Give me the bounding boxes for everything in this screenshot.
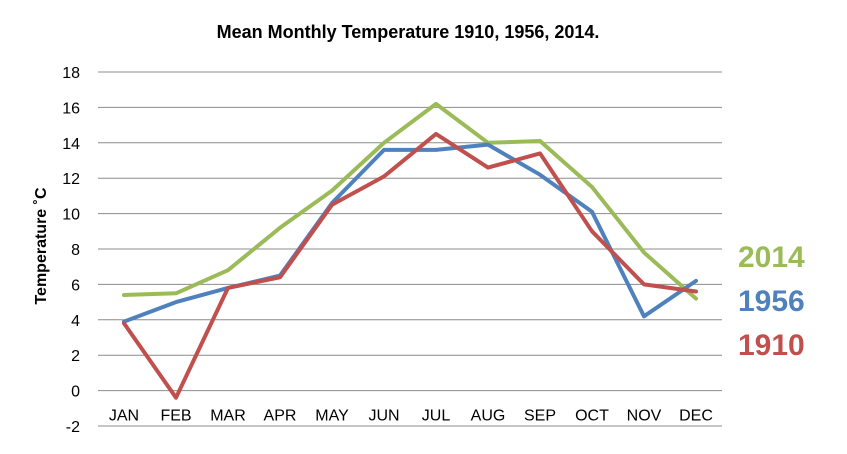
data-point-1910 [382,174,386,178]
y-axis-label: Temperature ˚C [33,187,50,305]
data-point-1956 [694,279,698,283]
data-point-1910 [642,282,646,286]
gridlines [98,71,722,427]
data-point-1956 [486,143,490,147]
y-tick-label: 14 [62,136,80,153]
x-tick-label: SEP [524,408,556,425]
data-point-2014 [122,293,126,297]
x-tick-label: DEC [679,408,713,425]
data-point-1910 [434,132,438,136]
data-point-2014 [278,226,282,230]
legend-label-1956: 1956 [738,285,805,318]
data-point-1910 [694,289,698,293]
data-point-1956 [538,173,542,177]
legend-label-1910: 1910 [738,329,805,362]
series-line-1910 [122,131,698,400]
data-point-2014 [226,268,230,272]
y-tick-label: 6 [71,277,80,294]
x-tick-label: MAY [315,408,349,425]
x-tick-label: OCT [575,408,609,425]
data-point-1956 [174,300,178,304]
data-point-1910 [590,229,594,233]
x-tick-label: JAN [109,408,139,425]
y-tick-label: 10 [62,207,80,224]
y-axis-ticks: -2 0 2 4 6 8 10 12 14 16 18 [62,65,80,436]
series-lines [122,101,698,400]
data-point-1910 [174,396,178,400]
y-tick-label: 16 [62,100,80,117]
y-tick-label: 8 [71,242,80,259]
y-tick-label: 18 [62,65,80,82]
x-tick-label: JUN [368,408,399,425]
x-axis-ticks: JAN FEB MAR APR MAY JUN JUL AUG SEP OCT NOV DEC [109,408,713,425]
y-tick-label: 0 [71,384,80,401]
chart-title: Mean Monthly Temperature 1910, 1956, 201… [217,22,600,42]
data-point-2014 [642,251,646,255]
series-line-1956 [122,142,698,324]
x-tick-label: NOV [627,408,662,425]
y-tick-label: 2 [71,348,80,365]
x-tick-label: MAR [210,408,246,425]
data-point-2014 [434,102,438,106]
legend: 2014 1956 1910 [738,241,805,362]
y-tick-label: -2 [66,419,80,436]
data-point-2014 [330,189,334,193]
data-point-1910 [538,151,542,155]
x-tick-label: APR [264,408,297,425]
data-point-1910 [330,203,334,207]
x-tick-label: FEB [160,408,191,425]
data-point-1910 [278,275,282,279]
data-point-2014 [538,139,542,143]
data-point-1956 [434,148,438,152]
data-point-1956 [590,210,594,214]
data-point-2014 [694,297,698,301]
series-line-2014 [122,101,698,301]
legend-label-2014: 2014 [738,241,805,274]
data-point-2014 [382,141,386,145]
data-point-2014 [174,291,178,295]
data-point-1956 [642,314,646,318]
y-tick-label: 12 [62,171,80,188]
data-point-1910 [486,166,490,170]
data-point-1910 [122,321,126,325]
data-point-2014 [590,185,594,189]
data-point-1910 [226,286,230,290]
x-tick-label: JUL [422,408,451,425]
data-point-1956 [382,148,386,152]
x-tick-label: AUG [471,408,506,425]
y-tick-label: 4 [71,313,80,330]
